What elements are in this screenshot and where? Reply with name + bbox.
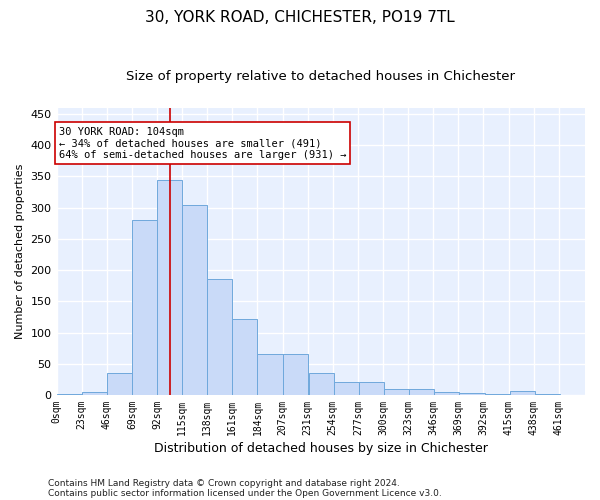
Title: Size of property relative to detached houses in Chichester: Size of property relative to detached ho… [126,70,515,83]
Text: Contains HM Land Registry data © Crown copyright and database right 2024.: Contains HM Land Registry data © Crown c… [48,478,400,488]
Bar [460,393,485,395]
Bar [157,180,182,395]
Bar [232,319,257,395]
Bar [409,388,434,395]
Bar [283,354,308,395]
Bar [309,373,334,395]
Bar [182,204,207,395]
Bar [384,388,409,395]
Bar [359,382,384,395]
X-axis label: Distribution of detached houses by size in Chichester: Distribution of detached houses by size … [154,442,488,455]
Bar [485,394,509,395]
Text: 30 YORK ROAD: 104sqm
← 34% of detached houses are smaller (491)
64% of semi-deta: 30 YORK ROAD: 104sqm ← 34% of detached h… [59,126,346,160]
Bar [535,394,560,395]
Bar [132,220,157,395]
Text: 30, YORK ROAD, CHICHESTER, PO19 7TL: 30, YORK ROAD, CHICHESTER, PO19 7TL [145,10,455,25]
Bar [334,382,359,395]
Text: Contains public sector information licensed under the Open Government Licence v3: Contains public sector information licen… [48,488,442,498]
Bar [207,280,232,395]
Y-axis label: Number of detached properties: Number of detached properties [15,164,25,339]
Bar [434,392,460,395]
Bar [257,354,283,395]
Bar [107,373,132,395]
Bar [509,390,535,395]
Bar [56,394,82,395]
Bar [82,392,107,395]
